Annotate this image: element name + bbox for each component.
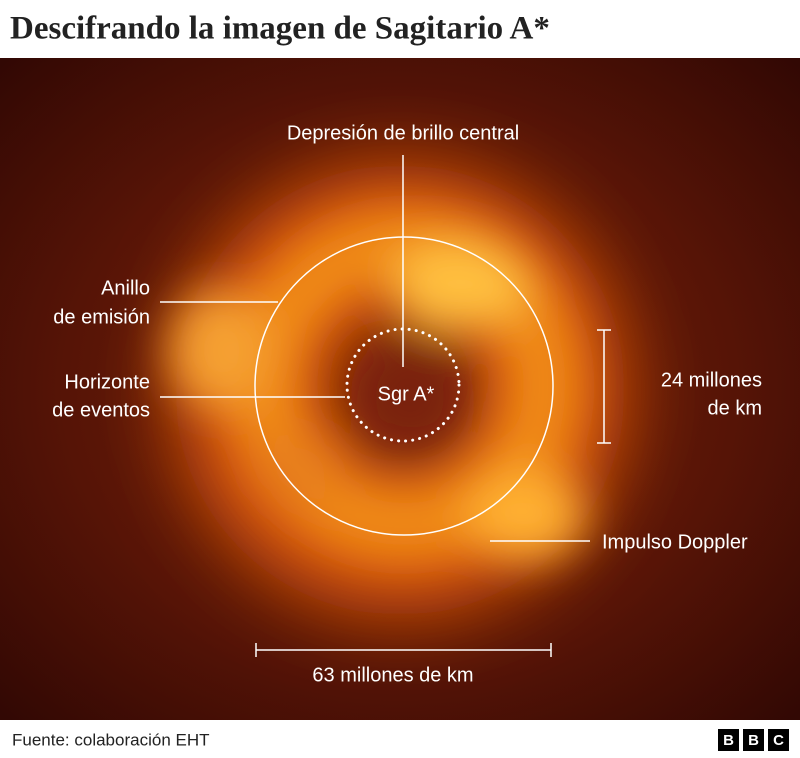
- logo-letter: B: [723, 732, 734, 749]
- label: Depresión de brillo central: [287, 122, 519, 144]
- label: Horizonte: [64, 371, 150, 393]
- source: Fuente: colaboración EHT: [12, 730, 210, 749]
- label: Anillo: [101, 277, 150, 299]
- label: Impulso Doppler: [602, 531, 748, 553]
- glow-image: [0, 58, 800, 720]
- label: de emisión: [53, 306, 150, 328]
- label: Sgr A*: [378, 383, 435, 405]
- logo-letter: B: [748, 732, 759, 749]
- title: Descifrando la imagen de Sagitario A*: [10, 11, 550, 47]
- logo-letter: C: [773, 732, 784, 749]
- label: 24 millones: [661, 369, 762, 391]
- label: de km: [708, 397, 762, 419]
- emission-ring: [254, 236, 554, 536]
- width-bar: [255, 643, 552, 657]
- label: de eventos: [52, 399, 150, 421]
- label: 63 millones de km: [312, 664, 473, 686]
- bbc-logo: B B C: [718, 729, 789, 751]
- height-bar: [597, 329, 611, 444]
